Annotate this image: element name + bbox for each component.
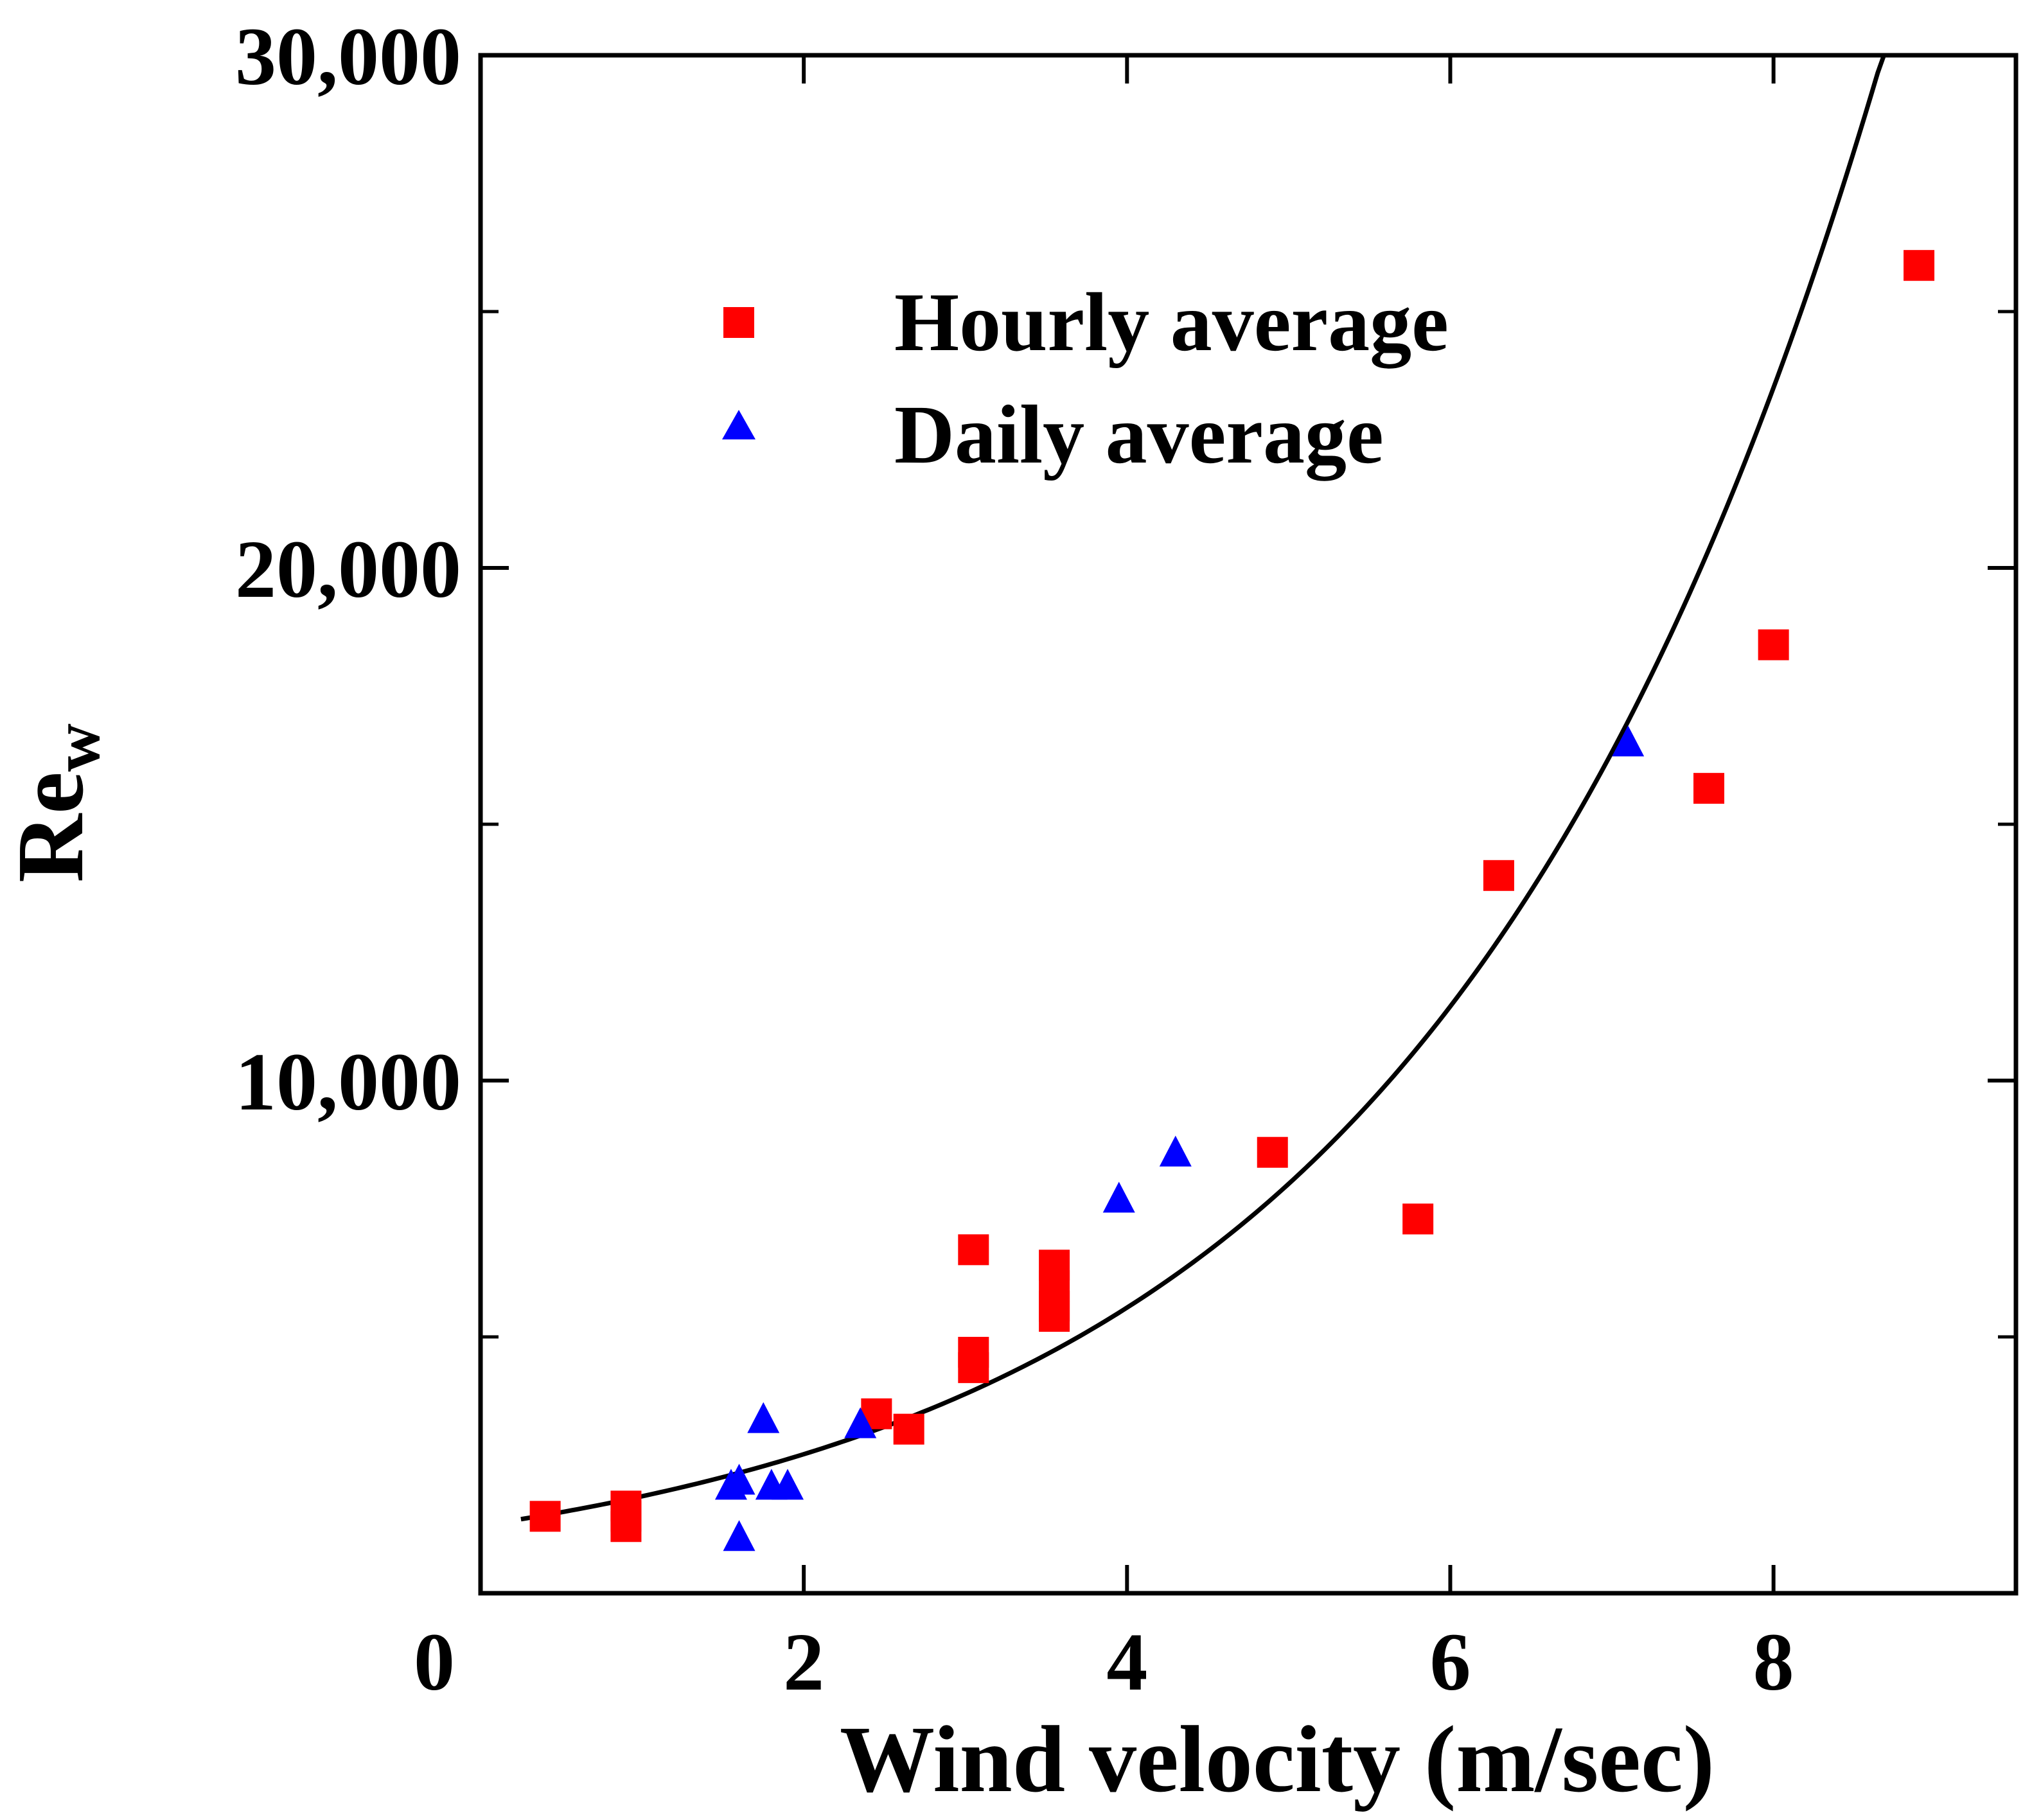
y-axis-title: Rew — [0, 723, 114, 883]
daily-point — [723, 1463, 755, 1495]
daily-point — [844, 1407, 877, 1438]
tick-labels: 2 4 6 8 0 10,000 20,000 30,000 — [235, 11, 1794, 1708]
hourly-point — [958, 1234, 989, 1266]
hourly-point — [1693, 773, 1724, 804]
y-tick-label: 30,000 — [235, 11, 461, 102]
y-tick-label: 10,000 — [235, 1036, 461, 1127]
x-tick-label: 4 — [1106, 1616, 1147, 1708]
hourly-point — [958, 1352, 989, 1383]
hourly-point — [1904, 250, 1935, 281]
legend: Hourly average Daily average — [722, 276, 1449, 481]
fit-curve — [520, 54, 1886, 1522]
hourly-point — [610, 1511, 642, 1542]
legend-label-daily: Daily average — [894, 389, 1384, 481]
hourly-point — [1483, 860, 1514, 891]
legend-marker-hourly — [723, 307, 754, 338]
axis-ticks — [481, 55, 2016, 1593]
y-axis-title-subscript: w — [40, 723, 114, 772]
hourly-point — [893, 1413, 924, 1445]
legend-label-hourly: Hourly average — [894, 276, 1449, 369]
x-tick-label: 8 — [1753, 1616, 1794, 1708]
hourly-point — [529, 1501, 561, 1532]
hourly-point — [1039, 1301, 1070, 1332]
daily-point — [772, 1469, 804, 1500]
hourly-point — [1758, 629, 1789, 660]
x-axis-title: Wind velocity (m/sec) — [840, 1707, 1715, 1812]
x-tick-label: 6 — [1429, 1616, 1471, 1708]
daily-point — [1612, 725, 1645, 757]
daily-point — [747, 1402, 780, 1433]
y-axis-title-main: Re — [0, 772, 103, 883]
daily-point — [1102, 1181, 1135, 1213]
y-tick-label: 20,000 — [235, 524, 461, 615]
hourly-point — [1402, 1203, 1434, 1235]
y-tick-label: 0 — [414, 1616, 455, 1708]
fit-curve-group — [520, 54, 1886, 1522]
legend-marker-daily — [722, 410, 755, 439]
x-tick-label: 2 — [783, 1616, 824, 1708]
daily-point — [723, 1520, 755, 1551]
hourly-point — [1257, 1136, 1288, 1168]
data-points — [529, 250, 1935, 1551]
daily-point — [1159, 1135, 1192, 1167]
svg-text:Rew: Rew — [0, 723, 114, 883]
